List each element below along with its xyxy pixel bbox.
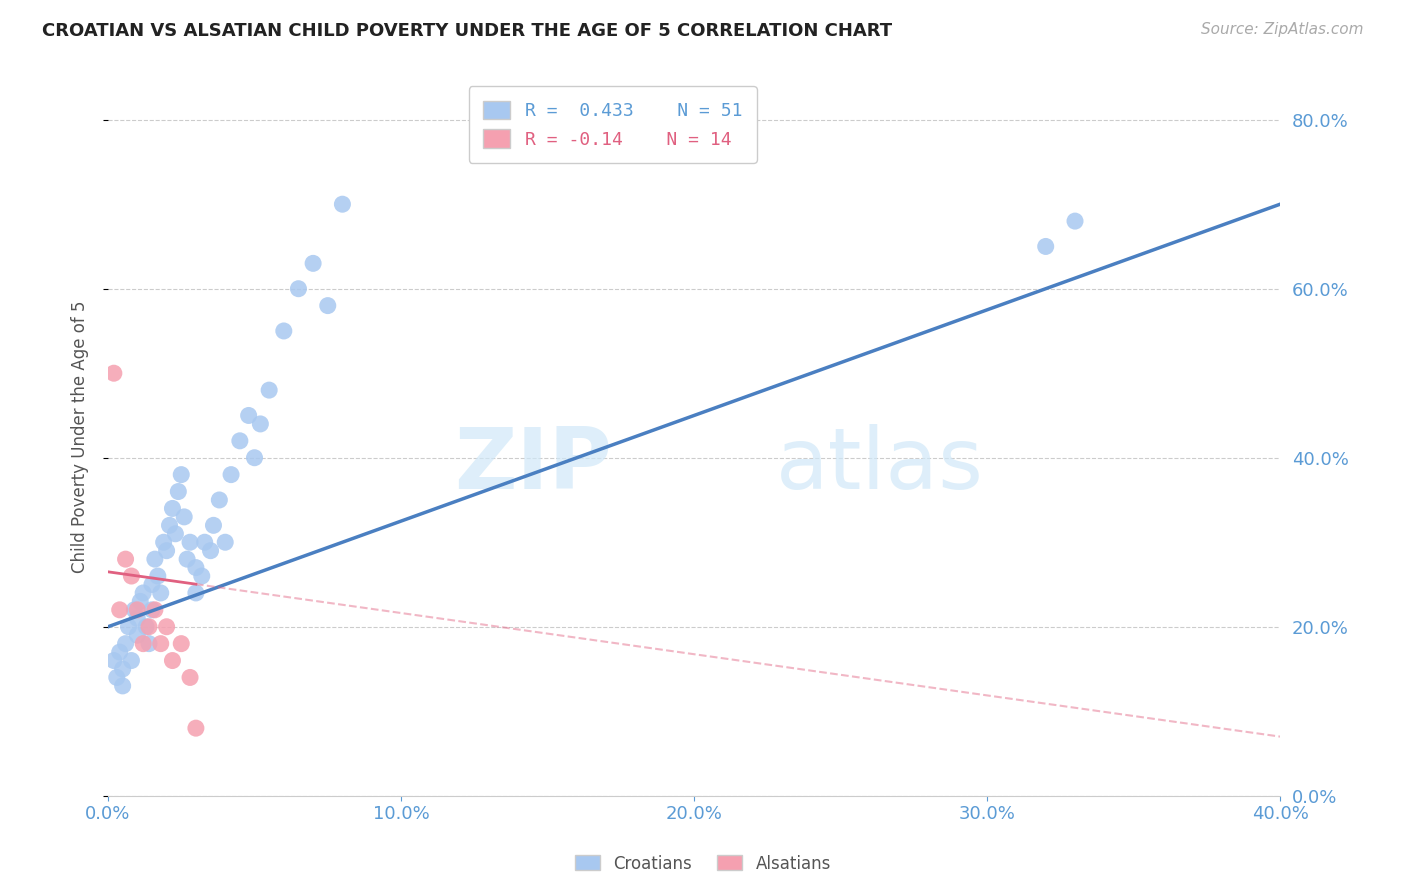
- Point: [143, 552, 166, 566]
- Text: atlas: atlas: [776, 424, 984, 507]
- Point: [200, 543, 222, 558]
- Point: [214, 535, 236, 549]
- Point: [149, 637, 172, 651]
- Point: [184, 721, 207, 735]
- Text: CROATIAN VS ALSATIAN CHILD POVERTY UNDER THE AGE OF 5 CORRELATION CHART: CROATIAN VS ALSATIAN CHILD POVERTY UNDER…: [42, 22, 893, 40]
- Point: [117, 620, 139, 634]
- Point: [179, 535, 201, 549]
- Legend: Croatians, Alsatians: Croatians, Alsatians: [568, 848, 838, 880]
- Point: [120, 654, 142, 668]
- Point: [162, 501, 184, 516]
- Point: [273, 324, 295, 338]
- Point: [114, 637, 136, 651]
- Point: [111, 679, 134, 693]
- Point: [149, 586, 172, 600]
- Text: Source: ZipAtlas.com: Source: ZipAtlas.com: [1201, 22, 1364, 37]
- Point: [108, 645, 131, 659]
- Point: [194, 535, 217, 549]
- Point: [184, 586, 207, 600]
- Point: [302, 256, 325, 270]
- Point: [165, 526, 187, 541]
- Point: [219, 467, 242, 482]
- Point: [111, 662, 134, 676]
- Point: [127, 603, 149, 617]
- Point: [129, 594, 152, 608]
- Point: [1035, 239, 1057, 253]
- Point: [141, 603, 163, 617]
- Point: [179, 670, 201, 684]
- Point: [316, 299, 339, 313]
- Point: [249, 417, 271, 431]
- Point: [138, 637, 160, 651]
- Point: [176, 552, 198, 566]
- Point: [208, 493, 231, 508]
- Point: [155, 543, 177, 558]
- Point: [332, 197, 354, 211]
- Point: [238, 409, 260, 423]
- Point: [155, 620, 177, 634]
- Point: [191, 569, 214, 583]
- Point: [138, 620, 160, 634]
- Point: [103, 654, 125, 668]
- Point: [162, 654, 184, 668]
- Point: [135, 620, 157, 634]
- Point: [127, 628, 149, 642]
- Point: [132, 586, 155, 600]
- Point: [120, 569, 142, 583]
- Point: [170, 467, 193, 482]
- Point: [167, 484, 190, 499]
- Point: [114, 552, 136, 566]
- Legend: R =  0.433    N = 51, R = -0.14    N = 14: R = 0.433 N = 51, R = -0.14 N = 14: [468, 87, 756, 163]
- Point: [257, 383, 280, 397]
- Point: [108, 603, 131, 617]
- Point: [243, 450, 266, 465]
- Point: [202, 518, 225, 533]
- Point: [152, 535, 174, 549]
- Point: [184, 560, 207, 574]
- Point: [132, 637, 155, 651]
- Point: [105, 670, 128, 684]
- Point: [159, 518, 181, 533]
- Point: [143, 603, 166, 617]
- Point: [287, 282, 309, 296]
- Point: [103, 366, 125, 380]
- Point: [124, 603, 146, 617]
- Text: ZIP: ZIP: [454, 424, 612, 507]
- Point: [127, 611, 149, 625]
- Point: [170, 637, 193, 651]
- Point: [1064, 214, 1087, 228]
- Point: [229, 434, 252, 448]
- Point: [141, 577, 163, 591]
- Y-axis label: Child Poverty Under the Age of 5: Child Poverty Under the Age of 5: [72, 301, 89, 573]
- Point: [146, 569, 169, 583]
- Point: [173, 509, 195, 524]
